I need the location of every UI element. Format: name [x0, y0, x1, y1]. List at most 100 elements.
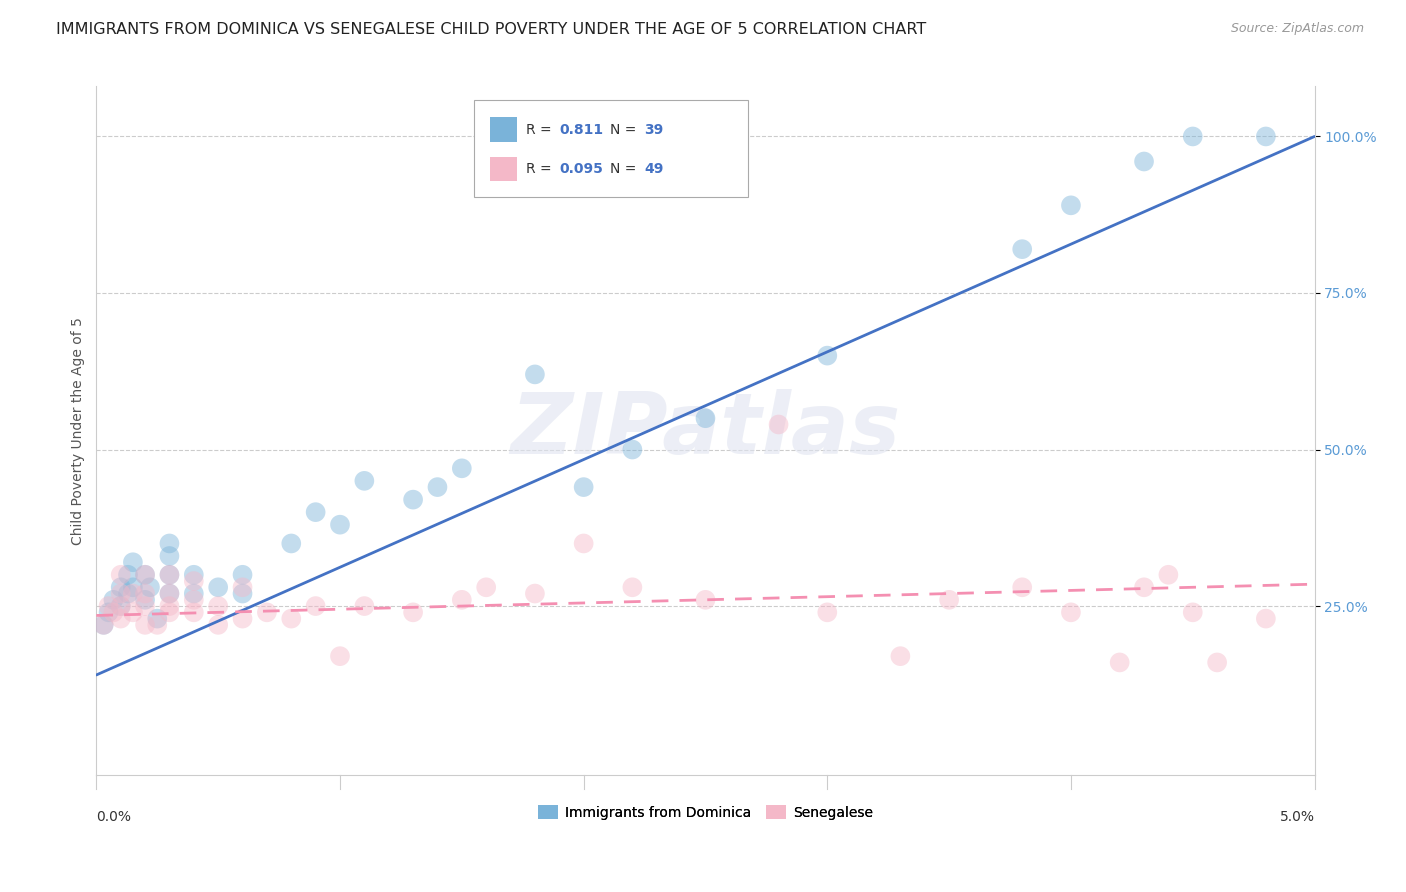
Point	[695, 411, 717, 425]
Point	[103, 592, 125, 607]
Point	[146, 611, 169, 625]
Point	[110, 580, 132, 594]
Point	[122, 605, 145, 619]
Point	[183, 592, 205, 607]
Point	[97, 599, 120, 613]
Text: 5.0%: 5.0%	[1279, 810, 1315, 823]
Point	[329, 649, 352, 664]
Point	[1133, 154, 1156, 169]
Point	[256, 605, 278, 619]
Text: 39: 39	[644, 123, 664, 136]
Text: IMMIGRANTS FROM DOMINICA VS SENEGALESE CHILD POVERTY UNDER THE AGE OF 5 CORRELAT: IMMIGRANTS FROM DOMINICA VS SENEGALESE C…	[56, 22, 927, 37]
Point	[183, 605, 205, 619]
Point	[159, 599, 181, 613]
Point	[1108, 656, 1130, 670]
Point	[1060, 605, 1083, 619]
Point	[232, 567, 254, 582]
Point	[159, 536, 181, 550]
Text: 0.0%: 0.0%	[97, 810, 131, 823]
Point	[1181, 605, 1204, 619]
Point	[207, 580, 229, 594]
Legend: Immigrants from Dominica, Senegalese: Immigrants from Dominica, Senegalese	[530, 798, 880, 827]
Point	[450, 592, 472, 607]
FancyBboxPatch shape	[489, 157, 516, 181]
Point	[1060, 198, 1083, 212]
Point	[159, 549, 181, 563]
Point	[1206, 656, 1229, 670]
Point	[159, 605, 181, 619]
Point	[134, 567, 156, 582]
Point	[1011, 242, 1033, 256]
Point	[183, 574, 205, 588]
Point	[280, 611, 302, 625]
Text: N =: N =	[610, 162, 641, 176]
Point	[117, 586, 139, 600]
Point	[122, 555, 145, 569]
Point	[523, 586, 546, 600]
Point	[426, 480, 449, 494]
Text: 49: 49	[644, 162, 664, 176]
Point	[110, 599, 132, 613]
Point	[889, 649, 911, 664]
Point	[103, 605, 125, 619]
Text: Source: ZipAtlas.com: Source: ZipAtlas.com	[1230, 22, 1364, 36]
Point	[134, 599, 156, 613]
FancyBboxPatch shape	[489, 118, 516, 142]
Y-axis label: Child Poverty Under the Age of 5: Child Poverty Under the Age of 5	[72, 317, 86, 545]
Point	[117, 567, 139, 582]
Point	[450, 461, 472, 475]
Point	[621, 580, 644, 594]
Point	[183, 586, 205, 600]
Point	[280, 536, 302, 550]
Point	[523, 368, 546, 382]
Point	[1254, 611, 1277, 625]
Point	[134, 592, 156, 607]
FancyBboxPatch shape	[474, 100, 748, 196]
Point	[110, 611, 132, 625]
Point	[232, 611, 254, 625]
Point	[815, 349, 838, 363]
Point	[572, 536, 595, 550]
Point	[621, 442, 644, 457]
Point	[304, 599, 326, 613]
Point	[97, 605, 120, 619]
Point	[93, 618, 115, 632]
Point	[402, 492, 425, 507]
Point	[1157, 567, 1180, 582]
Point	[304, 505, 326, 519]
Text: 0.811: 0.811	[560, 123, 603, 136]
Point	[134, 567, 156, 582]
Point	[183, 567, 205, 582]
Point	[207, 618, 229, 632]
Point	[232, 580, 254, 594]
Point	[146, 618, 169, 632]
Point	[134, 586, 156, 600]
Point	[110, 586, 132, 600]
Point	[93, 618, 115, 632]
Point	[1181, 129, 1204, 144]
Point	[110, 567, 132, 582]
Point	[353, 474, 375, 488]
Point	[1254, 129, 1277, 144]
Point	[1011, 580, 1033, 594]
Point	[159, 567, 181, 582]
Point	[134, 618, 156, 632]
Point	[329, 517, 352, 532]
Point	[402, 605, 425, 619]
Point	[1133, 580, 1156, 594]
Point	[207, 599, 229, 613]
Text: R =: R =	[526, 162, 557, 176]
Point	[353, 599, 375, 613]
Point	[122, 580, 145, 594]
Text: R =: R =	[526, 123, 557, 136]
Text: 0.095: 0.095	[560, 162, 603, 176]
Point	[572, 480, 595, 494]
Point	[159, 586, 181, 600]
Point	[695, 592, 717, 607]
Point	[159, 586, 181, 600]
Point	[475, 580, 498, 594]
Point	[232, 586, 254, 600]
Point	[110, 599, 132, 613]
Point	[139, 580, 162, 594]
Point	[159, 567, 181, 582]
